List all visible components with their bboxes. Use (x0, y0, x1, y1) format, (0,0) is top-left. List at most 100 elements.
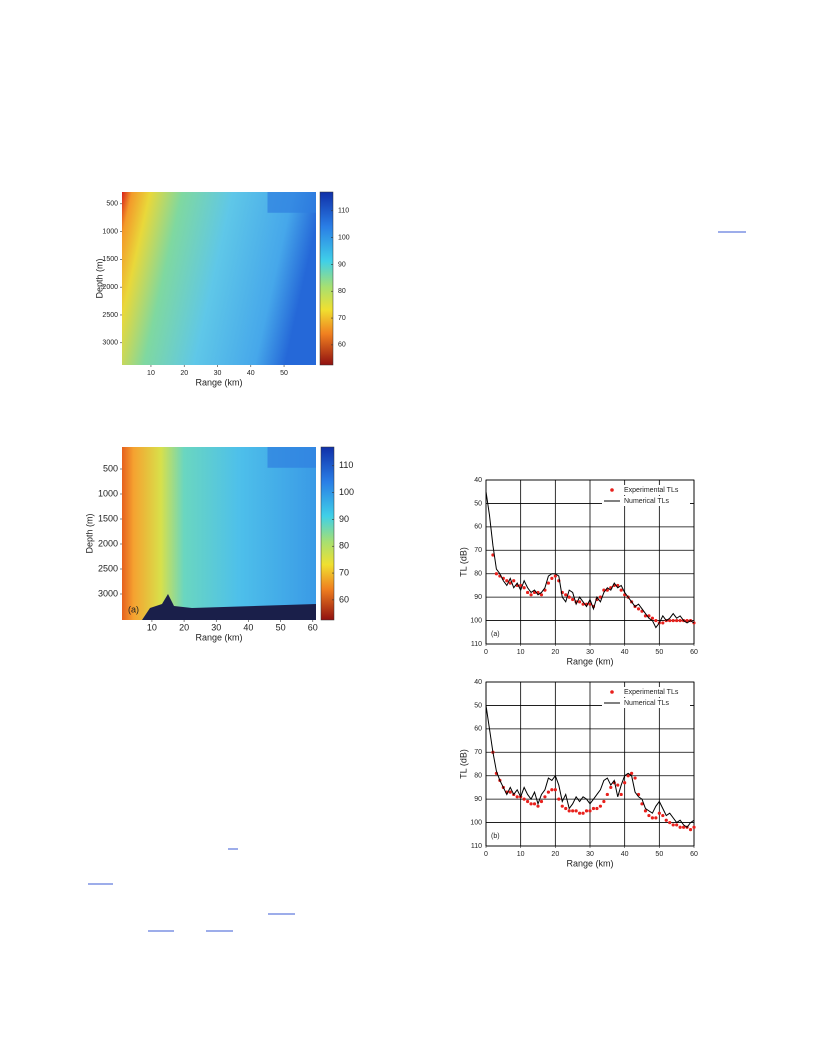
y-tick-label: 110 (471, 843, 482, 850)
y-tick-label: 80 (474, 773, 482, 780)
y-tick-label: 50 (474, 702, 482, 709)
y-tick-label: 500 (103, 463, 118, 473)
y-tick-label: 2000 (102, 284, 118, 291)
data-point (539, 799, 544, 804)
colorbar-tick-label: 80 (338, 288, 346, 295)
data-point (571, 809, 575, 813)
y-tick-label: 90 (474, 594, 482, 601)
links (88, 231, 746, 932)
data-point (581, 811, 585, 815)
data-point (529, 802, 533, 806)
data-point (609, 785, 613, 790)
colorbar (319, 191, 334, 366)
data-point (578, 811, 582, 815)
colorbar-tick-label: 90 (338, 261, 346, 268)
y-axis-label: Depth (m) (84, 513, 94, 553)
x-tick-label: 30 (586, 649, 594, 656)
legend-bg (602, 496, 690, 506)
y-tick-label: 100 (470, 617, 482, 624)
x-tick-label: 10 (517, 851, 525, 858)
y-tick-label: 100 (470, 819, 482, 826)
x-tick-label: 30 (586, 851, 594, 858)
data-point (567, 595, 571, 599)
data-point (543, 795, 547, 799)
legend-label: Numerical TLs (624, 498, 669, 505)
x-tick-label: 50 (655, 649, 663, 656)
y-tick-label: 500 (106, 201, 118, 208)
data-point (619, 588, 623, 592)
x-axis-label: Range (km) (566, 656, 613, 666)
data-point (668, 618, 672, 623)
data-point (560, 804, 564, 808)
x-tick-label: 30 (214, 370, 222, 377)
data-point (692, 825, 696, 829)
data-point (661, 813, 665, 818)
data-point (539, 593, 544, 597)
data-point (515, 795, 519, 799)
annotation: (a) (491, 631, 500, 638)
x-tick-label: 60 (690, 851, 698, 858)
data-point (529, 593, 533, 597)
x-tick-label: 10 (147, 622, 157, 632)
y-tick-label: 1500 (102, 256, 118, 263)
data-point (588, 809, 592, 813)
data-point (574, 809, 578, 813)
annotation: (a) (128, 604, 139, 614)
data-point (550, 576, 554, 581)
y-tick-label: 3000 (102, 340, 118, 347)
data-point (605, 792, 609, 797)
data-point (630, 771, 634, 775)
data-point (508, 790, 512, 794)
y-tick-label: 110 (471, 641, 482, 648)
y-axis-label: TL (dB) (458, 547, 468, 577)
x-tick-label: 40 (621, 649, 629, 656)
data-point (678, 825, 682, 829)
y-tick-label: 80 (474, 571, 482, 578)
colorbar-tick-label: 60 (339, 594, 349, 604)
data-point (685, 618, 689, 623)
data-point (526, 590, 530, 595)
data-point (682, 825, 686, 829)
x-tick-label: 0 (484, 851, 488, 858)
x-tick-label: 40 (621, 851, 629, 858)
y-tick-label: 40 (474, 477, 482, 484)
x-tick-label: 50 (655, 851, 663, 858)
colorbar-tick-label: 90 (339, 514, 349, 524)
data-point (536, 804, 540, 808)
x-tick-label: 10 (147, 370, 155, 377)
data-point (595, 806, 599, 811)
data-point (553, 788, 557, 792)
data-point (588, 602, 592, 606)
data-point (623, 781, 627, 785)
x-axis-label: Range (km) (566, 858, 613, 868)
data-point (512, 579, 516, 583)
data-point (650, 616, 655, 620)
deep-band (267, 447, 316, 468)
data-point (567, 809, 571, 813)
data-point (505, 579, 509, 583)
data-point (668, 820, 672, 825)
deep-band (267, 192, 316, 213)
y-tick-label: 1500 (98, 513, 118, 523)
y-tick-label: 1000 (102, 228, 118, 235)
colorbar-tick-label: 100 (339, 487, 354, 497)
data-point (661, 621, 665, 625)
annotation: (b) (491, 833, 500, 840)
data-point (557, 797, 561, 801)
data-point (598, 804, 603, 808)
data-point (675, 618, 679, 623)
x-tick-label: 60 (690, 649, 698, 656)
x-tick-label: 20 (551, 851, 559, 858)
data-point (598, 595, 603, 599)
data-point (508, 581, 512, 585)
data-point (546, 790, 551, 794)
data-point (591, 806, 596, 811)
x-tick-label: 40 (243, 622, 253, 632)
y-axis-label: Depth (m) (94, 258, 104, 298)
data-point (602, 799, 606, 804)
y-tick-label: 50 (474, 500, 482, 507)
data-point (654, 618, 658, 623)
data-point (564, 806, 568, 811)
data-point (647, 813, 651, 818)
legend-bg (602, 698, 690, 708)
